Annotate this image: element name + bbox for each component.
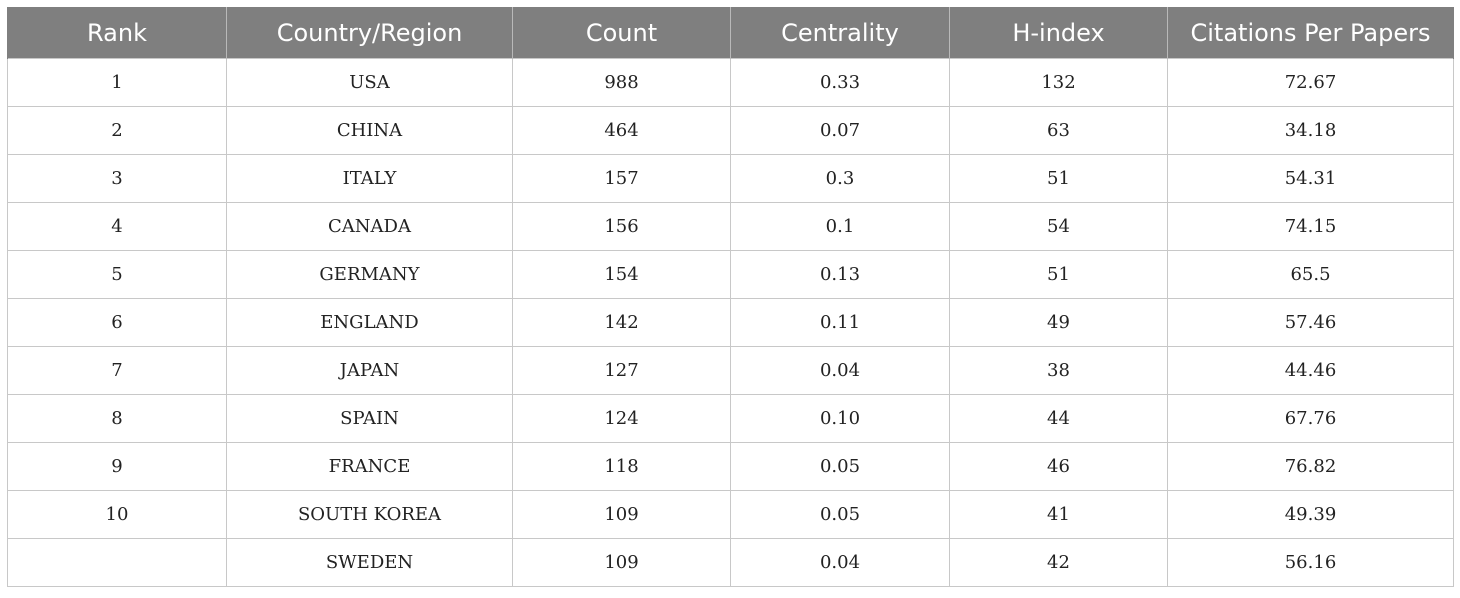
cell-citations-per-papers: 72.67 xyxy=(1167,58,1454,107)
cell-h-index: 132 xyxy=(949,58,1168,107)
cell-rank: 2 xyxy=(7,106,227,155)
cell-country-region: GERMANY xyxy=(226,250,513,299)
cell-h-index: 54 xyxy=(949,202,1168,251)
cell-count: 156 xyxy=(512,202,731,251)
cell-citations-per-papers: 67.76 xyxy=(1167,394,1454,443)
cell-centrality: 0.07 xyxy=(730,106,950,155)
cell-country-region: JAPAN xyxy=(226,346,513,395)
cell-h-index: 51 xyxy=(949,154,1168,203)
cell-citations-per-papers: 76.82 xyxy=(1167,442,1454,491)
cell-count: 127 xyxy=(512,346,731,395)
cell-count: 109 xyxy=(512,490,731,539)
cell-rank: 6 xyxy=(7,298,227,347)
cell-count: 988 xyxy=(512,58,731,107)
header-count: Count xyxy=(512,7,731,59)
cell-citations-per-papers: 57.46 xyxy=(1167,298,1454,347)
cell-h-index: 41 xyxy=(949,490,1168,539)
cell-count: 124 xyxy=(512,394,731,443)
cell-centrality: 0.13 xyxy=(730,250,950,299)
table-body: 1 USA 988 0.33 132 72.67 2 CHINA 464 0.07 63 34.18 3… xyxy=(7,58,1454,587)
header-country-region: Country/Region xyxy=(226,7,513,59)
cell-country-region: ENGLAND xyxy=(226,298,513,347)
table-row: 4 CANADA 156 0.1 54 74.15 xyxy=(7,202,1454,251)
cell-country-region: CHINA xyxy=(226,106,513,155)
cell-count: 142 xyxy=(512,298,731,347)
cell-country-region: SPAIN xyxy=(226,394,513,443)
table-row: 5 GERMANY 154 0.13 51 65.5 xyxy=(7,250,1454,299)
cell-h-index: 42 xyxy=(949,538,1168,587)
cell-citations-per-papers: 56.16 xyxy=(1167,538,1454,587)
cell-country-region: SWEDEN xyxy=(226,538,513,587)
cell-country-region: CANADA xyxy=(226,202,513,251)
table-row: 6 ENGLAND 142 0.11 49 57.46 xyxy=(7,298,1454,347)
cell-centrality: 0.05 xyxy=(730,490,950,539)
cell-citations-per-papers: 65.5 xyxy=(1167,250,1454,299)
cell-h-index: 49 xyxy=(949,298,1168,347)
cell-citations-per-papers: 54.31 xyxy=(1167,154,1454,203)
table-row: 2 CHINA 464 0.07 63 34.18 xyxy=(7,106,1454,155)
table-row: 7 JAPAN 127 0.04 38 44.46 xyxy=(7,346,1454,395)
data-table-container: Rank Country/Region Count Centrality H-i… xyxy=(7,7,1454,587)
header-centrality: Centrality xyxy=(730,7,950,59)
table-row: 9 FRANCE 118 0.05 46 76.82 xyxy=(7,442,1454,491)
header-row: Rank Country/Region Count Centrality H-i… xyxy=(7,7,1454,59)
cell-rank xyxy=(7,538,227,587)
cell-rank: 8 xyxy=(7,394,227,443)
header-citations-per-papers: Citations Per Papers xyxy=(1167,7,1454,59)
cell-centrality: 0.11 xyxy=(730,298,950,347)
table-row: 3 ITALY 157 0.3 51 54.31 xyxy=(7,154,1454,203)
table-row: 1 USA 988 0.33 132 72.67 xyxy=(7,58,1454,107)
cell-rank: 7 xyxy=(7,346,227,395)
cell-h-index: 63 xyxy=(949,106,1168,155)
cell-h-index: 51 xyxy=(949,250,1168,299)
cell-country-region: SOUTH KOREA xyxy=(226,490,513,539)
cell-centrality: 0.3 xyxy=(730,154,950,203)
cell-citations-per-papers: 74.15 xyxy=(1167,202,1454,251)
cell-centrality: 0.1 xyxy=(730,202,950,251)
cell-rank: 9 xyxy=(7,442,227,491)
cell-country-region: FRANCE xyxy=(226,442,513,491)
cell-citations-per-papers: 34.18 xyxy=(1167,106,1454,155)
header-h-index: H-index xyxy=(949,7,1168,59)
cell-centrality: 0.33 xyxy=(730,58,950,107)
country-table: Rank Country/Region Count Centrality H-i… xyxy=(7,7,1454,587)
cell-centrality: 0.05 xyxy=(730,442,950,491)
cell-citations-per-papers: 44.46 xyxy=(1167,346,1454,395)
cell-rank: 10 xyxy=(7,490,227,539)
header-rank: Rank xyxy=(7,7,227,59)
cell-count: 118 xyxy=(512,442,731,491)
cell-count: 109 xyxy=(512,538,731,587)
cell-citations-per-papers: 49.39 xyxy=(1167,490,1454,539)
table-row: SWEDEN 109 0.04 42 56.16 xyxy=(7,538,1454,587)
cell-rank: 4 xyxy=(7,202,227,251)
cell-centrality: 0.10 xyxy=(730,394,950,443)
cell-country-region: USA xyxy=(226,58,513,107)
table-row: 10 SOUTH KOREA 109 0.05 41 49.39 xyxy=(7,490,1454,539)
cell-centrality: 0.04 xyxy=(730,346,950,395)
cell-h-index: 38 xyxy=(949,346,1168,395)
cell-count: 157 xyxy=(512,154,731,203)
cell-h-index: 46 xyxy=(949,442,1168,491)
cell-h-index: 44 xyxy=(949,394,1168,443)
table-row: 8 SPAIN 124 0.10 44 67.76 xyxy=(7,394,1454,443)
cell-centrality: 0.04 xyxy=(730,538,950,587)
cell-rank: 5 xyxy=(7,250,227,299)
cell-count: 464 xyxy=(512,106,731,155)
cell-rank: 1 xyxy=(7,58,227,107)
cell-rank: 3 xyxy=(7,154,227,203)
cell-country-region: ITALY xyxy=(226,154,513,203)
table-header: Rank Country/Region Count Centrality H-i… xyxy=(7,7,1454,59)
cell-count: 154 xyxy=(512,250,731,299)
